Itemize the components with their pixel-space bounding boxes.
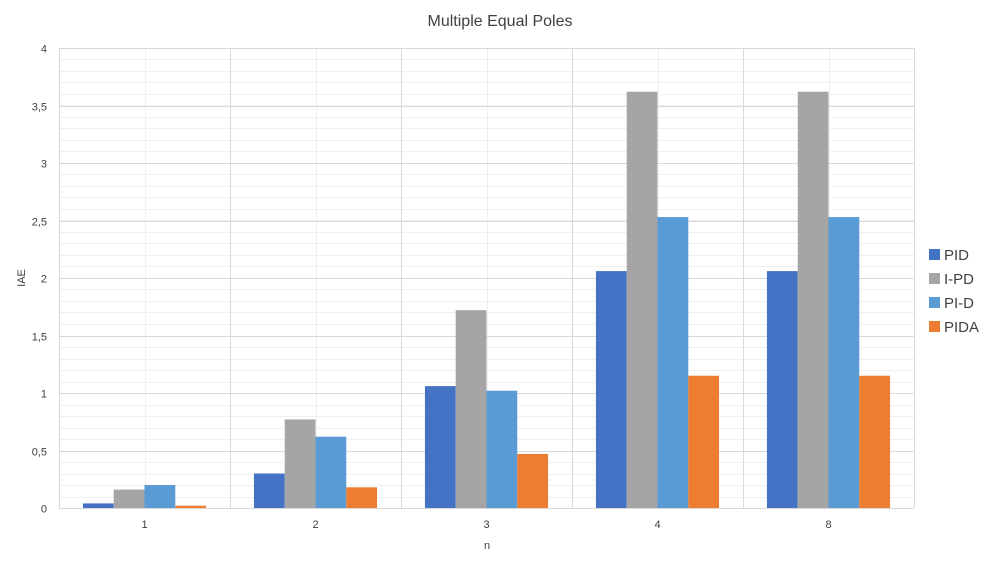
legend-label-pid: PID (944, 247, 969, 264)
bar-pi-d-1 (144, 485, 176, 508)
bar-pid-2 (253, 473, 285, 508)
y-tick-label: 1 (41, 389, 47, 401)
bar-pi-d-4 (657, 217, 689, 509)
bar-pid-3 (424, 386, 456, 508)
bar-pida-3 (517, 453, 549, 508)
bar-pi-d-2 (315, 436, 347, 508)
legend-swatch-pid (929, 249, 940, 260)
bar-pida-1 (175, 505, 207, 508)
y-tick-label: 3,5 (32, 102, 47, 114)
legend: PID I-PD PI-D PIDA (929, 247, 979, 336)
legend-swatch-pi-d (929, 297, 940, 308)
y-tick-label: 1,5 (32, 332, 47, 344)
y-tick-label: 2,5 (32, 217, 47, 229)
x-tick-label: 3 (483, 519, 489, 531)
x-tick-label: 2 (312, 519, 318, 531)
bar-pida-2 (346, 487, 378, 508)
x-tick-label: 4 (654, 519, 660, 531)
bar-pida-4 (688, 375, 720, 508)
bars-layer (82, 91, 891, 509)
y-tick-label: 2 (41, 274, 47, 286)
bar-i-pd-8 (797, 91, 829, 508)
y-tick-label: 0 (41, 504, 47, 516)
y-tick-label: 4 (41, 44, 47, 56)
x-tick-label: 1 (141, 519, 147, 531)
bar-pid-1 (82, 503, 114, 508)
legend-swatch-i-pd (929, 273, 940, 284)
bar-pida-8 (859, 375, 891, 508)
x-axis-label: n (484, 540, 490, 552)
y-axis-label: IAE (16, 269, 28, 287)
chart-title: Multiple Equal Poles (428, 13, 573, 30)
x-tick-label: 8 (825, 519, 831, 531)
y-tick-label: 0,5 (32, 447, 47, 459)
bar-i-pd-1 (113, 489, 145, 508)
legend-label-i-pd: I-PD (944, 271, 974, 288)
bar-pid-4 (595, 271, 627, 508)
legend-label-pida: PIDA (944, 319, 979, 336)
bar-pid-8 (766, 271, 798, 508)
y-tick-label: 3 (41, 159, 47, 171)
bar-pi-d-8 (828, 217, 860, 509)
bar-i-pd-4 (626, 91, 658, 508)
legend-label-pi-d: PI-D (944, 295, 974, 312)
bar-pi-d-3 (486, 390, 518, 508)
bar-i-pd-2 (284, 419, 316, 508)
legend-swatch-pida (929, 321, 940, 332)
axis-layer: 0 0,5 1 1,5 2 2,5 3 3,5 4 1 2 3 4 8 (32, 44, 832, 532)
bar-i-pd-3 (455, 310, 487, 508)
